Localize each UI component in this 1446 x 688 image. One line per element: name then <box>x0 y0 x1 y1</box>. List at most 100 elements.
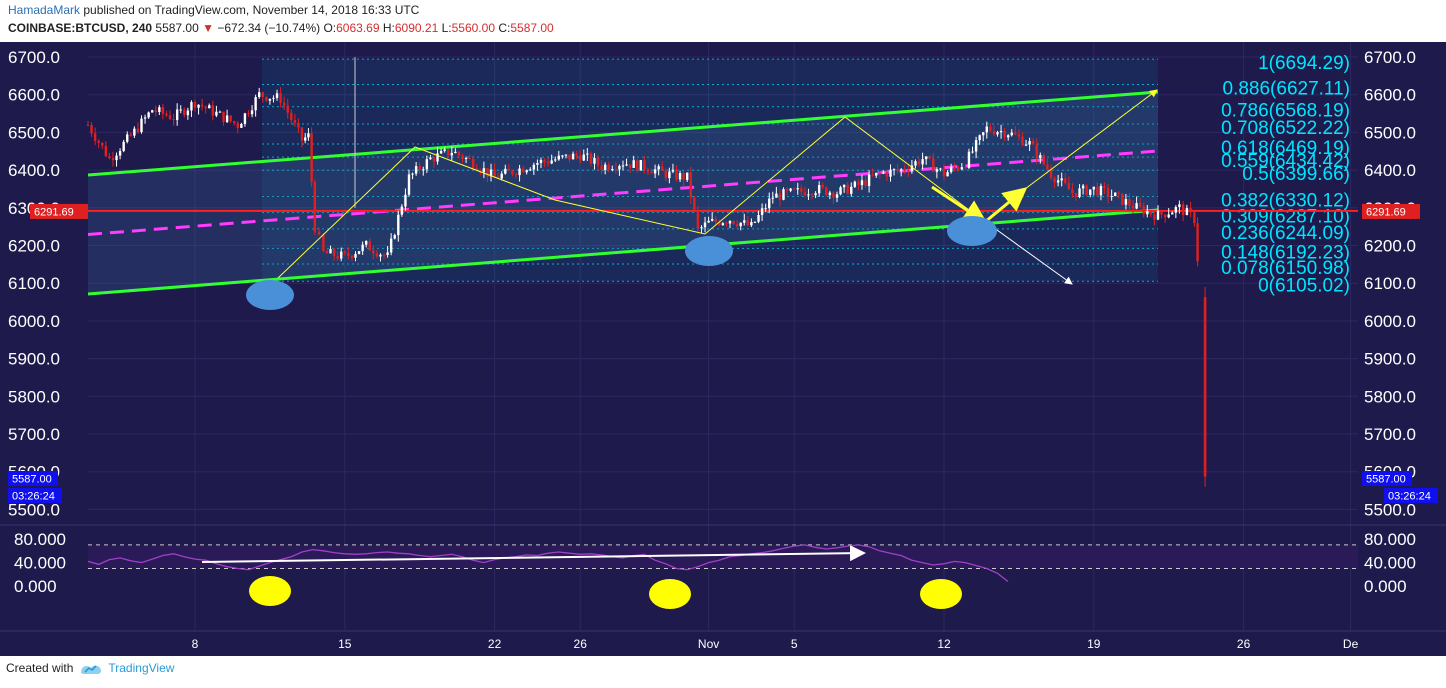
candle-body <box>1081 185 1085 189</box>
candle-body <box>236 123 239 128</box>
candle-body <box>714 219 717 222</box>
candle-body <box>525 170 528 173</box>
candle-body <box>258 92 261 98</box>
candle-body <box>985 126 988 133</box>
candle-body <box>582 154 585 161</box>
candle-body <box>653 169 657 174</box>
candle-body <box>1042 155 1046 165</box>
candle-body <box>229 115 232 122</box>
author-link[interactable]: HamadaMark <box>8 3 81 17</box>
zigzag-path <box>277 116 986 279</box>
candle-body <box>857 181 860 186</box>
candle-body <box>636 160 639 171</box>
candle-body <box>504 168 507 174</box>
candle-body <box>225 115 229 123</box>
candle-body <box>493 169 496 177</box>
candle-body <box>443 149 446 151</box>
candle-body <box>739 222 742 227</box>
candle-body <box>457 151 461 156</box>
candle-body <box>903 169 906 171</box>
candle-body <box>432 157 436 162</box>
candle-body <box>104 145 108 157</box>
fib-label: 0.236(6244.09) <box>1221 223 1350 244</box>
candle-body <box>222 111 225 123</box>
candle-body <box>111 158 115 161</box>
candle-body <box>168 115 172 120</box>
candle-body <box>953 167 956 169</box>
price-chart[interactable]: 1(6694.29)0.886(6627.11)0.786(6568.19)0.… <box>0 42 1446 656</box>
y-tick-right: 6000.0 <box>1364 312 1416 331</box>
candle-body <box>603 164 607 171</box>
candle-body <box>97 140 100 143</box>
candle-body <box>1171 212 1174 215</box>
candle-body <box>628 164 632 168</box>
candle-body <box>382 254 386 256</box>
candle-body <box>778 193 782 200</box>
candle-body <box>93 133 97 141</box>
symbol-label: COINBASE:BTCUSD <box>8 21 126 35</box>
candle-body <box>782 189 785 200</box>
published-text: published on TradingView.com, November 1… <box>83 3 420 17</box>
candle-body <box>586 153 589 155</box>
candle-body <box>671 169 675 172</box>
last-price-tag: 5587.00 <box>12 474 52 486</box>
candle-body <box>1021 136 1024 146</box>
candle-body <box>657 166 660 170</box>
rsi-band <box>88 544 1358 569</box>
support-price-tag-bg <box>30 203 88 219</box>
low-label: L: <box>441 21 452 35</box>
candle-body <box>675 169 678 180</box>
y-tick-left: 6400.0 <box>8 161 60 180</box>
candle-body <box>821 185 824 188</box>
candle-body <box>293 120 297 123</box>
interval-label: 240 <box>132 21 153 35</box>
candle-body <box>793 188 796 190</box>
tradingview-link[interactable]: TradingView <box>79 661 174 675</box>
candle-body <box>664 170 667 179</box>
rsi-tick-right: 80.000 <box>1364 530 1416 549</box>
candle-body <box>1074 193 1078 197</box>
last-price-tag-bg <box>1362 471 1412 486</box>
candle-body <box>546 161 550 164</box>
candle-body <box>764 208 767 210</box>
candle-body <box>1028 141 1031 145</box>
candle-body <box>500 173 503 179</box>
candle-body <box>172 119 175 121</box>
candle-body <box>1103 186 1106 189</box>
candle-body <box>1160 210 1163 215</box>
candle-body <box>272 97 275 99</box>
candle-body <box>814 193 817 196</box>
candle-body <box>101 142 104 146</box>
candle-body <box>564 154 568 156</box>
rsi-trend-arrow <box>201 545 866 563</box>
candle-body <box>472 158 475 169</box>
candle-body <box>1064 178 1067 183</box>
x-tick: 5 <box>791 637 798 651</box>
countdown-tag-bg <box>8 488 62 503</box>
candle-body <box>1185 208 1189 216</box>
candle-body <box>254 97 257 111</box>
support-touch-marker <box>685 236 733 266</box>
ascending-channel <box>87 90 1358 296</box>
fibonacci-retracement: 1(6694.29)0.886(6627.11)0.786(6568.19)0.… <box>262 53 1350 296</box>
candle-body <box>218 111 222 113</box>
candle-body <box>368 240 371 251</box>
last-price: 5587.00 <box>155 21 199 35</box>
candle-body <box>614 169 618 171</box>
candle-body <box>386 252 389 256</box>
candle-body <box>625 164 628 166</box>
candle-body <box>996 132 999 135</box>
candle-body <box>982 132 985 136</box>
x-tick: 15 <box>338 637 352 651</box>
candle-body <box>875 172 878 176</box>
rsi-tick-left: 80.000 <box>14 530 66 549</box>
candle-body <box>800 188 803 192</box>
candle-body <box>1031 141 1035 145</box>
channel-upper-line <box>87 90 1159 177</box>
candle-body <box>1007 135 1010 138</box>
candle-body <box>297 122 300 128</box>
candle-body <box>179 109 182 111</box>
candle-body <box>1149 211 1153 215</box>
candle-body <box>1156 210 1160 220</box>
candle-body <box>700 227 703 229</box>
